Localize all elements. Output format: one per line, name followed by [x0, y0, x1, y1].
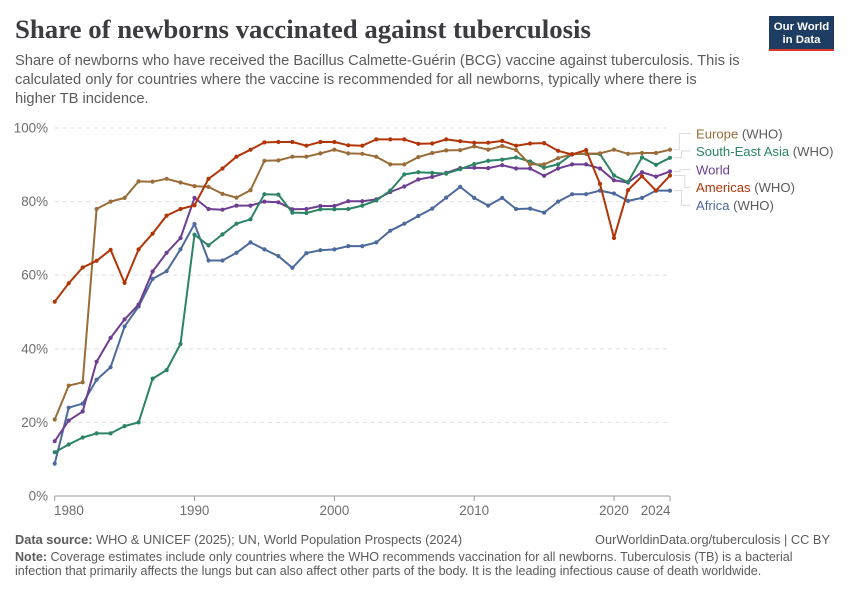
svg-text:60%: 60% — [21, 268, 48, 283]
svg-text:South-East Asia (WHO): South-East Asia (WHO) — [696, 144, 834, 159]
svg-text:World: World — [696, 162, 730, 177]
svg-text:2020: 2020 — [599, 503, 629, 518]
svg-text:1980: 1980 — [54, 503, 84, 518]
svg-text:100%: 100% — [14, 121, 48, 136]
svg-text:80%: 80% — [21, 194, 48, 209]
svg-text:40%: 40% — [21, 341, 48, 356]
svg-text:1990: 1990 — [180, 503, 210, 518]
svg-text:0%: 0% — [29, 489, 48, 504]
svg-text:2024: 2024 — [641, 503, 671, 518]
svg-text:Americas (WHO): Americas (WHO) — [696, 180, 795, 195]
svg-text:20%: 20% — [21, 415, 48, 430]
svg-text:2000: 2000 — [320, 503, 350, 518]
svg-text:Europe (WHO): Europe (WHO) — [696, 126, 783, 141]
svg-text:2010: 2010 — [459, 503, 489, 518]
svg-text:Africa (WHO): Africa (WHO) — [696, 198, 774, 213]
